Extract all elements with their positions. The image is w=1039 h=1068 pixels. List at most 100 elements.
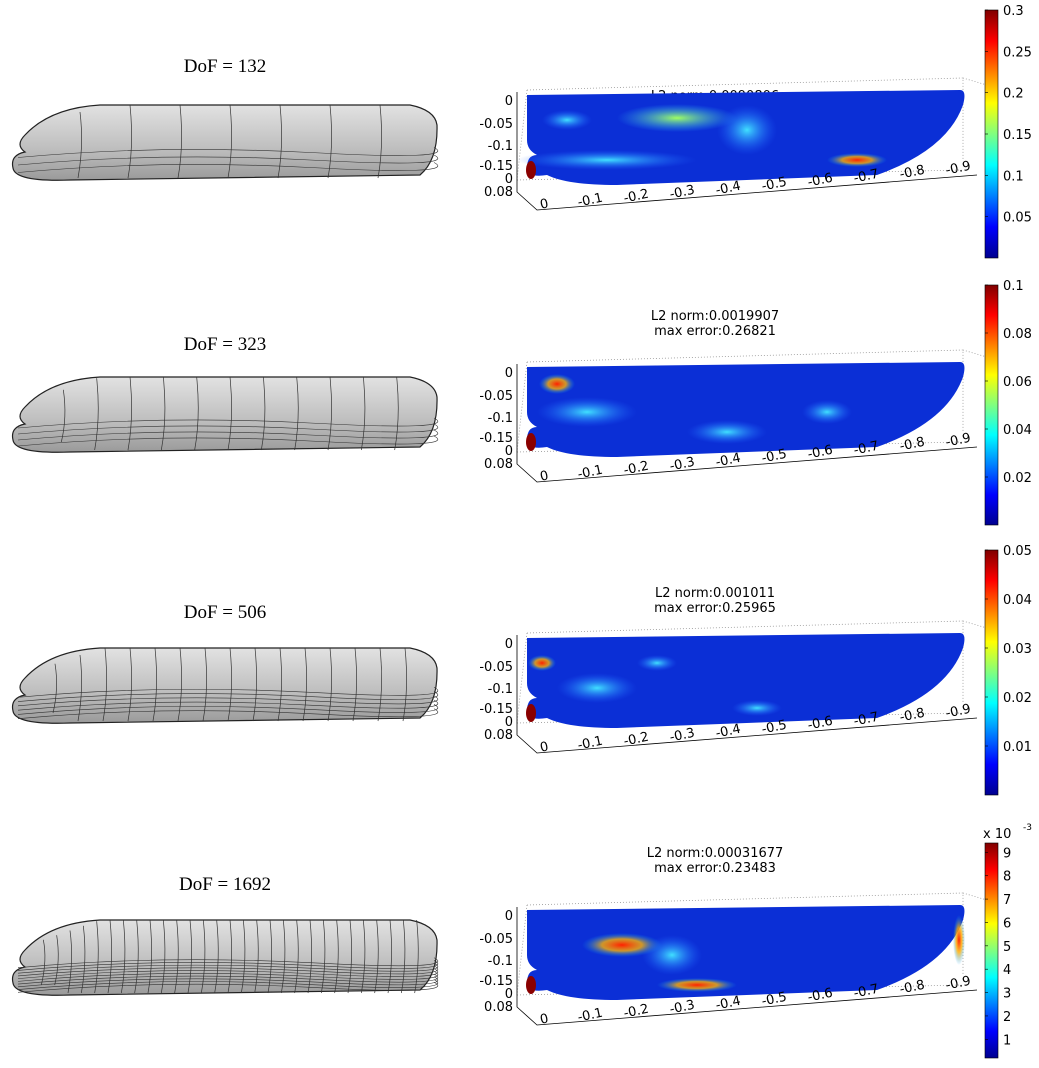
colorbar-tick-label: 0.1 [1003, 169, 1024, 184]
z-tick-label: 0 [505, 637, 513, 652]
x-tick-label: -0.3 [668, 998, 696, 1018]
error-highlight [528, 655, 556, 671]
z-tick-label: -0.1 [488, 139, 513, 154]
z-tick-label: -0.05 [479, 389, 513, 404]
error-highlight [526, 433, 536, 451]
colorbar [985, 285, 998, 525]
row: DoF = 506L2 norm:0.001011max error:0.259… [13, 544, 1032, 795]
hull [13, 920, 438, 995]
x-tick-label: -0.2 [622, 459, 650, 479]
max-error: max error:0.25965 [654, 601, 776, 616]
error-highlight [557, 673, 637, 703]
x-tick-label: 0 [539, 468, 550, 484]
x-tick-label: -0.1 [576, 734, 604, 754]
error-highlight [637, 655, 677, 671]
z-tick-label: -0.05 [479, 117, 513, 132]
z-tick-label: 0 [505, 909, 513, 924]
error-plot: 0-0.05-0.1-0.1500.080-0.1-0.2-0.3-0.4-0.… [479, 350, 997, 485]
x-tick-label: -0.1 [576, 463, 604, 483]
x-tick-label: -0.3 [668, 726, 696, 746]
colorbar-tick-label: 4 [1003, 963, 1011, 978]
colorbar-tick-label: 5 [1003, 940, 1011, 955]
colorbar-tick-label: 8 [1003, 870, 1011, 885]
error-highlight [802, 400, 852, 424]
colorbar-tick-label: 0.1 [1003, 279, 1024, 294]
l2-norm: L2 norm:0.001011 [655, 586, 775, 601]
error-highlight [542, 110, 592, 130]
colorbar-tick-label: 3 [1003, 987, 1011, 1002]
error-highlight [717, 105, 777, 155]
colorbar-tick-label: 1 [1003, 1033, 1011, 1048]
hull-shape [13, 105, 438, 180]
error-highlight [526, 704, 536, 722]
x-tick-label: -0.3 [668, 455, 696, 475]
colorbar-tick-label: 0.02 [1003, 691, 1032, 706]
x-tick-label: -0.2 [622, 1002, 650, 1022]
error-highlight [526, 161, 536, 179]
dof-label: DoF = 323 [184, 334, 267, 355]
row: DoF = 323L2 norm:0.0019907max error:0.26… [13, 279, 1032, 525]
colorbar-tick-label: 2 [1003, 1010, 1011, 1025]
error-plot: 0-0.05-0.1-0.1500.080-0.1-0.2-0.3-0.4-0.… [479, 621, 997, 756]
hull-shape [13, 377, 438, 452]
z-tick-label: -0.05 [479, 660, 513, 675]
colorbar-tick-label: 0.2 [1003, 87, 1024, 102]
y-tick-label: 0.08 [484, 457, 513, 472]
z-tick-label: 0 [505, 366, 513, 381]
error-highlight [687, 420, 767, 444]
error-highlight [642, 935, 702, 975]
colorbar-tick-label: 0.06 [1003, 375, 1032, 390]
colorbar-tick-label: 0.02 [1003, 471, 1032, 486]
x-tick-label: 0 [539, 739, 550, 755]
y-tick-label: 0.08 [484, 1000, 513, 1015]
colorbar-tick-label: 0.04 [1003, 423, 1032, 438]
colorbar-tick-label: 0.15 [1003, 128, 1032, 143]
colorbar-tick-label: 7 [1003, 893, 1011, 908]
x-tick-label: 0 [539, 1011, 550, 1027]
colorbar-tick-label: 9 [1003, 846, 1011, 861]
z-tick-label: 0 [505, 94, 513, 109]
colorbar-tick-label: 6 [1003, 916, 1011, 931]
error-highlight [657, 978, 737, 992]
z-tick-label: -0.1 [488, 682, 513, 697]
x-tick-label: -0.4 [714, 451, 742, 471]
error-plot: 0-0.05-0.1-0.1500.080-0.1-0.2-0.3-0.4-0.… [479, 78, 997, 213]
error-highlight [517, 150, 697, 170]
row: DoF = 1692L2 norm:0.00031677max error:0.… [13, 823, 1032, 1058]
dof-label: DoF = 132 [184, 56, 267, 77]
colorbar-tick-label: 0.01 [1003, 740, 1032, 755]
error-highlight [539, 374, 575, 394]
colorbar-tick-label: 0.05 [1003, 211, 1032, 226]
error-highlight [537, 397, 637, 427]
x-tick-label: -0.4 [714, 722, 742, 742]
dof-label: DoF = 1692 [179, 874, 271, 895]
error-highlight [953, 915, 965, 965]
colorbar [985, 843, 998, 1058]
max-error: max error:0.23483 [654, 861, 776, 876]
error-plot: 0-0.05-0.1-0.1500.080-0.1-0.2-0.3-0.4-0.… [479, 893, 997, 1028]
z-tick-label: -0.1 [488, 411, 513, 426]
colorbar-tick-label: 0.25 [1003, 45, 1032, 60]
x-tick-label: 0 [539, 196, 550, 212]
error-highlight [732, 700, 782, 716]
hull-shape [13, 920, 438, 995]
colorbar-multiplier: x 10 [983, 827, 1011, 842]
y-tick-label: 0.08 [484, 185, 513, 200]
l2-norm: L2 norm:0.0019907 [651, 309, 779, 324]
colorbar [985, 550, 998, 795]
colorbar-tick-label: 0.03 [1003, 642, 1032, 657]
row: DoF = 132L2 norm:0.0090806max error:1.02… [13, 4, 1032, 258]
figure: DoF = 132L2 norm:0.0090806max error:1.02… [0, 0, 1039, 1068]
x-tick-label: -0.2 [622, 187, 650, 207]
z-tick-label: -0.1 [488, 954, 513, 969]
hull [13, 648, 438, 723]
x-tick-label: -0.3 [668, 183, 696, 203]
x-tick-label: -0.4 [714, 994, 742, 1014]
x-tick-label: -0.4 [714, 179, 742, 199]
colorbar-tick-label: 0.08 [1003, 327, 1032, 342]
colorbar-exponent: -3 [1023, 823, 1032, 833]
colorbar-tick-label: 0.3 [1003, 4, 1024, 19]
hull [13, 105, 438, 180]
x-tick-label: -0.1 [576, 1006, 604, 1026]
error-highlight [526, 976, 536, 994]
